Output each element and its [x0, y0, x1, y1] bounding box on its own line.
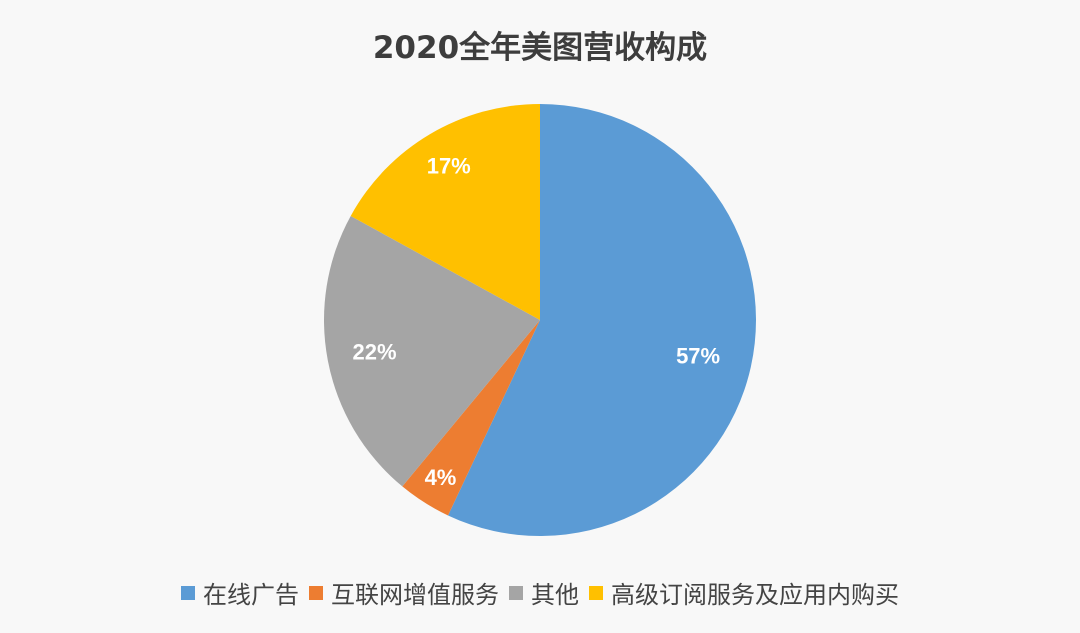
legend-label: 互联网增值服务	[331, 581, 499, 609]
chart-title: 2020全年美图营收构成	[372, 30, 708, 66]
data-label: 4%	[425, 465, 457, 490]
legend-label: 其他	[531, 581, 579, 609]
legend-item: 在线广告	[181, 575, 299, 610]
legend-swatch	[589, 585, 603, 600]
legend-item: 互联网增值服务	[309, 575, 499, 610]
legend-label: 在线广告	[203, 581, 299, 609]
legend-swatch	[309, 585, 323, 600]
pie-slice-0	[448, 104, 757, 537]
pie-slice-1	[402, 320, 540, 516]
data-label: 17%	[427, 154, 471, 179]
data-label: 22%	[352, 340, 396, 365]
legend-swatch	[181, 585, 195, 600]
legend-swatch	[509, 585, 523, 600]
pie-slice-3	[350, 104, 540, 320]
legend: 在线广告 互联网增值服务 其他 高级订阅服务及应用内购买	[0, 575, 1080, 610]
legend-label: 高级订阅服务及应用内购买	[611, 581, 899, 609]
legend-item: 高级订阅服务及应用内购买	[589, 575, 899, 610]
data-label: 57%	[676, 343, 720, 368]
pie-slice-2	[324, 215, 540, 487]
legend-item: 其他	[509, 575, 579, 610]
